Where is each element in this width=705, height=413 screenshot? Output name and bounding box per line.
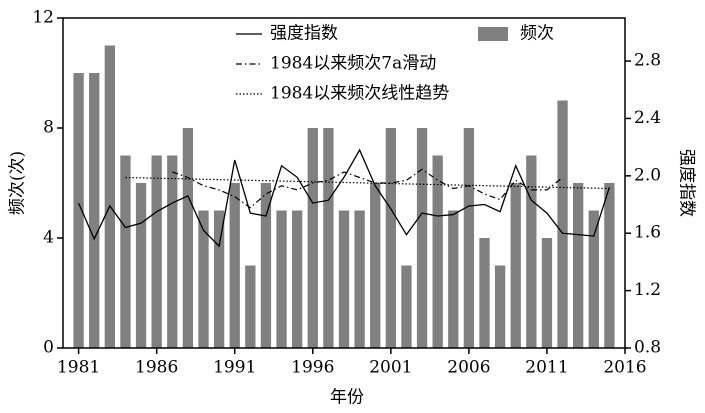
y2-axis-label: 强度指数 [677, 149, 697, 217]
bar [120, 155, 131, 348]
bar [494, 265, 506, 348]
y-tick-label: 12 [32, 8, 54, 28]
bar [338, 210, 350, 348]
bar [89, 73, 100, 348]
y2-tick-label: 2.4 [634, 108, 661, 128]
bar [588, 210, 599, 348]
x-tick-label: 2016 [603, 358, 646, 378]
bar [354, 210, 365, 348]
bar [151, 155, 162, 348]
bar [213, 210, 225, 348]
bar [73, 73, 84, 348]
bar [448, 210, 459, 348]
bar [479, 238, 490, 348]
x-tick-label: 1981 [57, 358, 100, 378]
legend-label: 1984以来频次7a滑动 [270, 54, 436, 74]
bar [182, 128, 194, 348]
bar [526, 155, 537, 348]
y-axis-label: 频次(次) [8, 151, 28, 215]
y2-tick-label: 0.8 [634, 338, 661, 358]
bar [167, 155, 178, 348]
bar [541, 238, 553, 348]
legend-label: 1984以来频次线性趋势 [270, 84, 449, 104]
bar [604, 183, 615, 348]
x-tick-label: 1986 [135, 358, 178, 378]
bar [463, 128, 475, 348]
y-tick-label: 4 [43, 228, 54, 248]
bar [104, 45, 115, 348]
bar [416, 128, 428, 348]
plot-frame [62, 17, 626, 349]
x-tick-label: 2006 [447, 358, 490, 378]
legend-swatch [478, 27, 508, 41]
bar [307, 128, 318, 348]
y-tick-label: 8 [43, 118, 54, 138]
x-tick-label: 1991 [213, 358, 256, 378]
bar [432, 155, 443, 348]
bar [510, 183, 521, 348]
bar [245, 265, 256, 348]
y2-tick-label: 2.0 [634, 165, 661, 185]
bar [135, 183, 147, 348]
bar [292, 210, 303, 348]
legend-label: 强度指数 [270, 24, 338, 44]
line [172, 168, 563, 209]
bar [323, 128, 334, 348]
y-tick-label: 0 [43, 338, 54, 358]
bar [198, 210, 209, 348]
bar [370, 183, 381, 348]
bar [401, 265, 412, 348]
bar [385, 128, 396, 348]
bar [557, 100, 568, 348]
bar [573, 183, 584, 348]
bar [260, 183, 272, 348]
line [125, 176, 610, 190]
x-tick-label: 1996 [291, 358, 334, 378]
bar [229, 183, 240, 348]
bar [276, 210, 287, 348]
x-tick-label: 2011 [525, 358, 568, 378]
legend-label: 频次 [520, 24, 554, 44]
line [78, 148, 611, 248]
x-tick-label: 2001 [369, 358, 412, 378]
y2-tick-label: 2.8 [634, 51, 661, 71]
x-axis-label: 年份 [330, 388, 364, 408]
y2-tick-label: 1.2 [634, 280, 661, 300]
y2-tick-label: 1.6 [634, 223, 661, 243]
